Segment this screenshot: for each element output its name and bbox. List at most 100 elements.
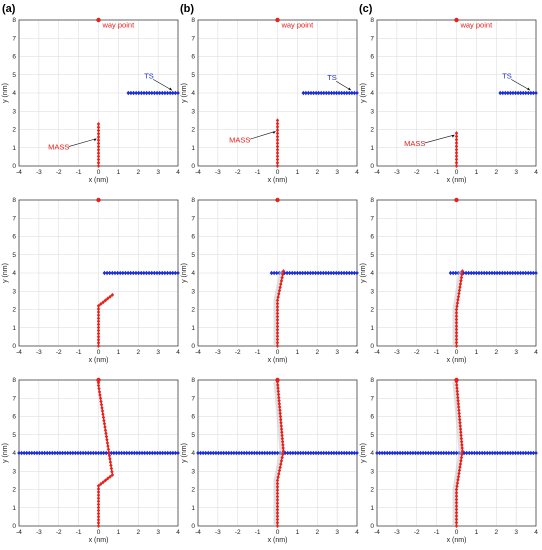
mass-marker <box>458 417 462 422</box>
ts-marker <box>431 450 436 456</box>
mass-marker <box>455 304 459 309</box>
y-tick-label: 2 <box>191 307 195 314</box>
ts-marker <box>508 270 512 276</box>
ts-marker <box>474 270 479 276</box>
mass-marker <box>276 386 280 391</box>
annotation-arrow <box>336 80 352 91</box>
ts-marker <box>224 450 229 456</box>
mass-marker <box>456 297 460 302</box>
y-tick-label: 8 <box>12 377 16 384</box>
ts-marker <box>324 90 329 96</box>
x-tick-label: 0 <box>455 169 459 176</box>
x-axis-label: x (nm) <box>268 177 288 184</box>
ts-marker <box>526 90 531 96</box>
y-tick-label: 8 <box>12 17 16 24</box>
ts-marker <box>163 450 167 456</box>
ts-marker <box>511 450 515 456</box>
mass-marker <box>454 131 459 136</box>
mass-marker <box>456 398 460 403</box>
ts-marker <box>58 450 62 456</box>
ts-marker <box>480 450 484 456</box>
mass-marker <box>275 520 280 525</box>
ts-marker <box>121 270 125 276</box>
mass-marker <box>454 164 459 168</box>
mass-marker <box>275 340 280 345</box>
mass-marker <box>96 514 101 519</box>
annotation-arrow <box>249 131 276 140</box>
mass-marker <box>275 344 280 348</box>
mass-marker <box>277 291 281 296</box>
mass-marker <box>101 412 105 417</box>
ts-marker <box>521 450 525 456</box>
x-tick-label: 2 <box>136 349 140 356</box>
ts-marker <box>498 90 503 96</box>
ts-marker <box>477 270 481 276</box>
mass-marker <box>279 278 284 283</box>
ts-marker <box>257 450 262 456</box>
ts-marker <box>306 450 311 456</box>
mass-marker <box>459 430 463 435</box>
ts-marker <box>110 270 115 276</box>
x-tick-label: 0 <box>455 349 459 356</box>
panels: -4 -3 -2 -1 0 1 2 3 4 0 1 2 3 4 5 6 7 8 x (nm) y (nm) way po… <box>2 17 538 544</box>
mass-marker <box>108 460 113 465</box>
ts-marker <box>134 270 138 276</box>
ts-marker <box>479 270 484 276</box>
mass-marker <box>98 393 102 398</box>
mass-marker <box>454 514 459 519</box>
ts-marker <box>124 450 129 456</box>
y-tick-label: 1 <box>191 505 195 512</box>
ts-marker <box>472 270 476 276</box>
ts-marker <box>380 450 384 456</box>
chart-panel-2: -4 -3 -2 -1 0 1 2 3 4 0 1 2 3 4 5 6 7 8 x (nm) y (nm) way po… <box>360 17 538 184</box>
ts-marker <box>334 90 339 96</box>
mass-marker <box>275 134 280 139</box>
y-tick-label: 1 <box>370 505 374 512</box>
mass-marker <box>275 137 280 142</box>
ts-marker <box>42 450 47 456</box>
mass-marker <box>96 337 101 342</box>
y-tick-label: 2 <box>12 487 16 494</box>
ts-marker <box>203 450 208 456</box>
mass-marker <box>107 453 112 458</box>
y-tick-label: 3 <box>12 288 16 295</box>
mass-marker <box>96 325 101 330</box>
ts-marker <box>99 450 103 456</box>
mass-marker <box>110 292 115 297</box>
mass-marker <box>275 501 280 506</box>
mass-marker <box>275 324 280 329</box>
ts-marker <box>83 450 88 456</box>
mass-marker <box>458 420 462 425</box>
ts-marker <box>176 450 180 456</box>
ts-marker <box>342 90 347 96</box>
ts-marker <box>534 90 538 96</box>
mass-marker <box>279 282 283 287</box>
ts-marker <box>469 270 474 276</box>
ts-marker <box>129 90 133 96</box>
mass-marker <box>279 417 283 422</box>
mass-marker <box>275 514 280 519</box>
waypoint-marker <box>454 197 459 203</box>
annotation-arrowhead <box>272 131 276 134</box>
y-tick-label: 6 <box>191 414 195 421</box>
chart-panel-3: -4 -3 -2 -1 0 1 2 3 4 0 1 2 3 4 5 6 7 8 x (nm) y (nm) <box>2 197 180 364</box>
ts-marker <box>309 450 313 456</box>
mass-marker <box>96 496 101 501</box>
y-tick-label: 5 <box>191 72 195 79</box>
ts-marker <box>464 450 469 456</box>
x-tick-label: 0 <box>276 529 280 536</box>
x-tick-label: 1 <box>475 169 479 176</box>
mass-marker <box>457 468 462 473</box>
ts-marker <box>506 90 510 96</box>
waypoint-marker <box>454 17 459 23</box>
ts-marker <box>531 450 536 456</box>
mass-marker <box>96 164 101 168</box>
ts-marker <box>531 270 536 276</box>
ts-marker <box>355 90 359 96</box>
ts-marker <box>137 450 142 456</box>
y-tick-label: 5 <box>370 252 374 259</box>
ts-marker <box>117 450 121 456</box>
ts-marker <box>487 270 492 276</box>
mass-marker <box>275 160 280 165</box>
